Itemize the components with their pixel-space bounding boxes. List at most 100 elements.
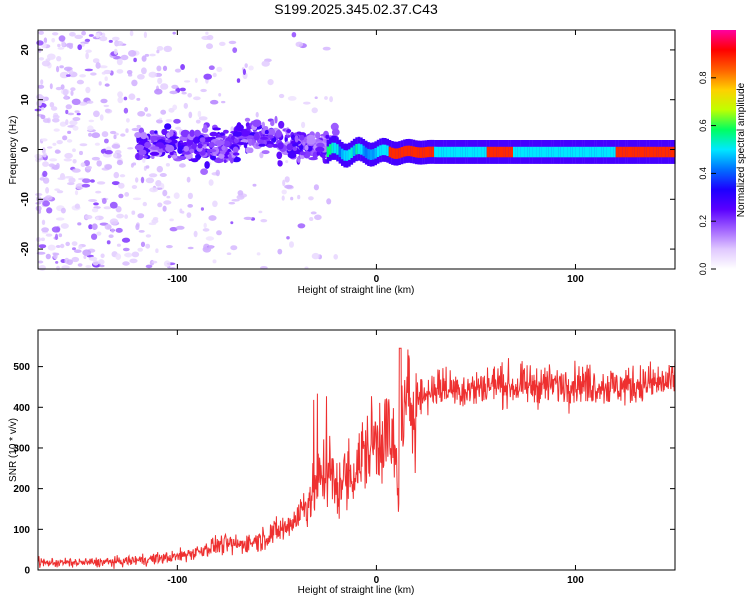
spectrogram-speckle [156, 65, 162, 72]
spectrogram-noise-blob [161, 128, 168, 136]
spectrogram-speckle [42, 118, 50, 123]
spectrogram-speckle [83, 255, 87, 259]
ridge-core [393, 148, 397, 159]
spectrogram-speckle [258, 210, 263, 214]
spectrogram-speckle [104, 164, 113, 170]
colorbar-tick-label: 0.0 [698, 263, 708, 276]
ridge-core [441, 146, 444, 158]
spectrogram-speckle [96, 181, 106, 185]
spectrogram-speckle [47, 244, 56, 251]
spectrogram-speckle [212, 259, 217, 264]
colorbar-tick-label: 0.6 [698, 119, 708, 132]
spectrogram-speckle [212, 72, 217, 78]
snr-x-tick-label: -100 [167, 575, 187, 586]
spectrogram-speckle [92, 58, 100, 64]
spectrogram-speckle [49, 102, 55, 108]
spectrogram-speckle [104, 83, 110, 87]
spectrogram-speckle [228, 40, 237, 45]
spectrogram-noise-blob [212, 127, 222, 131]
ridge-core [470, 146, 473, 158]
ridge-core [498, 146, 502, 158]
spectrogram-noise-blob [248, 138, 253, 146]
spectrogram-x-label: Height of straight line (km) [298, 285, 415, 296]
ridge-core [407, 145, 411, 157]
spectrogram-noise-blob [299, 134, 305, 141]
spectrogram-noise-blob [149, 130, 156, 135]
spectrogram-speckle [120, 54, 129, 61]
spectrogram-speckle [91, 223, 98, 230]
spectrogram-speckle [181, 91, 187, 95]
ridge-core [553, 146, 557, 158]
spectrogram-speckle [159, 117, 163, 121]
ridge-core [467, 146, 471, 158]
spectrogram-speckle [117, 91, 123, 98]
spectrogram-speckle [45, 233, 53, 237]
spectrogram-speckle [219, 41, 226, 47]
spectrogram-speckle [252, 183, 257, 187]
spectrogram-speckle [115, 227, 123, 233]
spectrogram-speckle [70, 87, 76, 92]
spectrogram-speckle [74, 203, 80, 209]
spectrogram-noise-blob [304, 144, 309, 151]
spectrogram-speckle [314, 96, 318, 99]
spectrogram-speckle [57, 177, 66, 181]
spectrogram-noise-blob [232, 131, 242, 137]
spectrogram-speckle [40, 114, 46, 120]
spectrogram-speckle [151, 218, 159, 224]
spectrogram-speckle [179, 87, 186, 92]
ridge-core [589, 146, 592, 158]
spectrogram-speckle [144, 107, 149, 112]
spectrogram-speckle [285, 160, 289, 164]
spectrogram-speckle [60, 207, 66, 214]
spectrogram-speckle [162, 189, 168, 197]
spectrogram-noise-blob [171, 155, 178, 159]
spectrogram-noise-blob [325, 134, 330, 139]
spectrogram-speckle [92, 260, 99, 266]
ridge-core [391, 147, 394, 159]
spectrogram-noise-blob [286, 143, 294, 151]
spectrogram-noise-blob [223, 129, 229, 134]
spectrogram-speckle [104, 138, 109, 144]
spectrogram-speckle [40, 237, 46, 242]
spectrogram-noise-blob [260, 136, 269, 140]
ridge-core [670, 146, 674, 158]
spectrogram-speckle [125, 128, 129, 133]
colorbar-ticks: 0.0 0.2 0.4 0.6 0.8 [698, 72, 716, 276]
spectrogram-speckle [100, 98, 108, 104]
ridge-core [632, 146, 635, 158]
spectrogram-speckle [109, 201, 118, 209]
spectrogram-noise-blob [164, 123, 172, 130]
spectrogram-speckle [72, 148, 76, 152]
spectrogram-speckle [160, 109, 167, 115]
spectrogram-speckle [326, 198, 332, 205]
spectrogram-speckle [215, 169, 220, 177]
spectrogram-noise-blob [277, 142, 284, 150]
colorbar-tick-label: 0.2 [698, 215, 708, 228]
ridge-core [522, 146, 526, 158]
spectrogram-speckle [72, 125, 79, 131]
ridge-core [458, 146, 461, 158]
spectrogram-speckle [52, 32, 59, 36]
spectrogram-speckle [90, 72, 97, 76]
spectrogram-speckle [261, 60, 270, 67]
spectrogram-speckle [95, 190, 102, 194]
spectrogram-speckle [137, 247, 143, 252]
spectrogram-speckle [85, 52, 89, 60]
spectrogram-speckle [51, 38, 56, 43]
spectrogram-y-tick-label: -10 [20, 192, 31, 207]
spectrogram-noise-blob [272, 143, 279, 148]
spectrogram-speckle [145, 243, 151, 249]
spectrogram-speckle [163, 45, 173, 53]
ridge-core [618, 146, 621, 158]
spectrogram-noise-blob [151, 155, 155, 159]
spectrogram-speckle [96, 231, 102, 236]
spectrogram-speckle [172, 31, 176, 35]
spectrogram-speckle [111, 181, 120, 186]
spectrogram-speckle [208, 215, 217, 221]
spectrogram-speckle [97, 259, 105, 265]
spectrogram-speckle [163, 200, 172, 205]
ridge-core [656, 146, 659, 158]
spectrogram-speckle [333, 253, 339, 260]
spectrogram-noise-blob [164, 139, 172, 143]
